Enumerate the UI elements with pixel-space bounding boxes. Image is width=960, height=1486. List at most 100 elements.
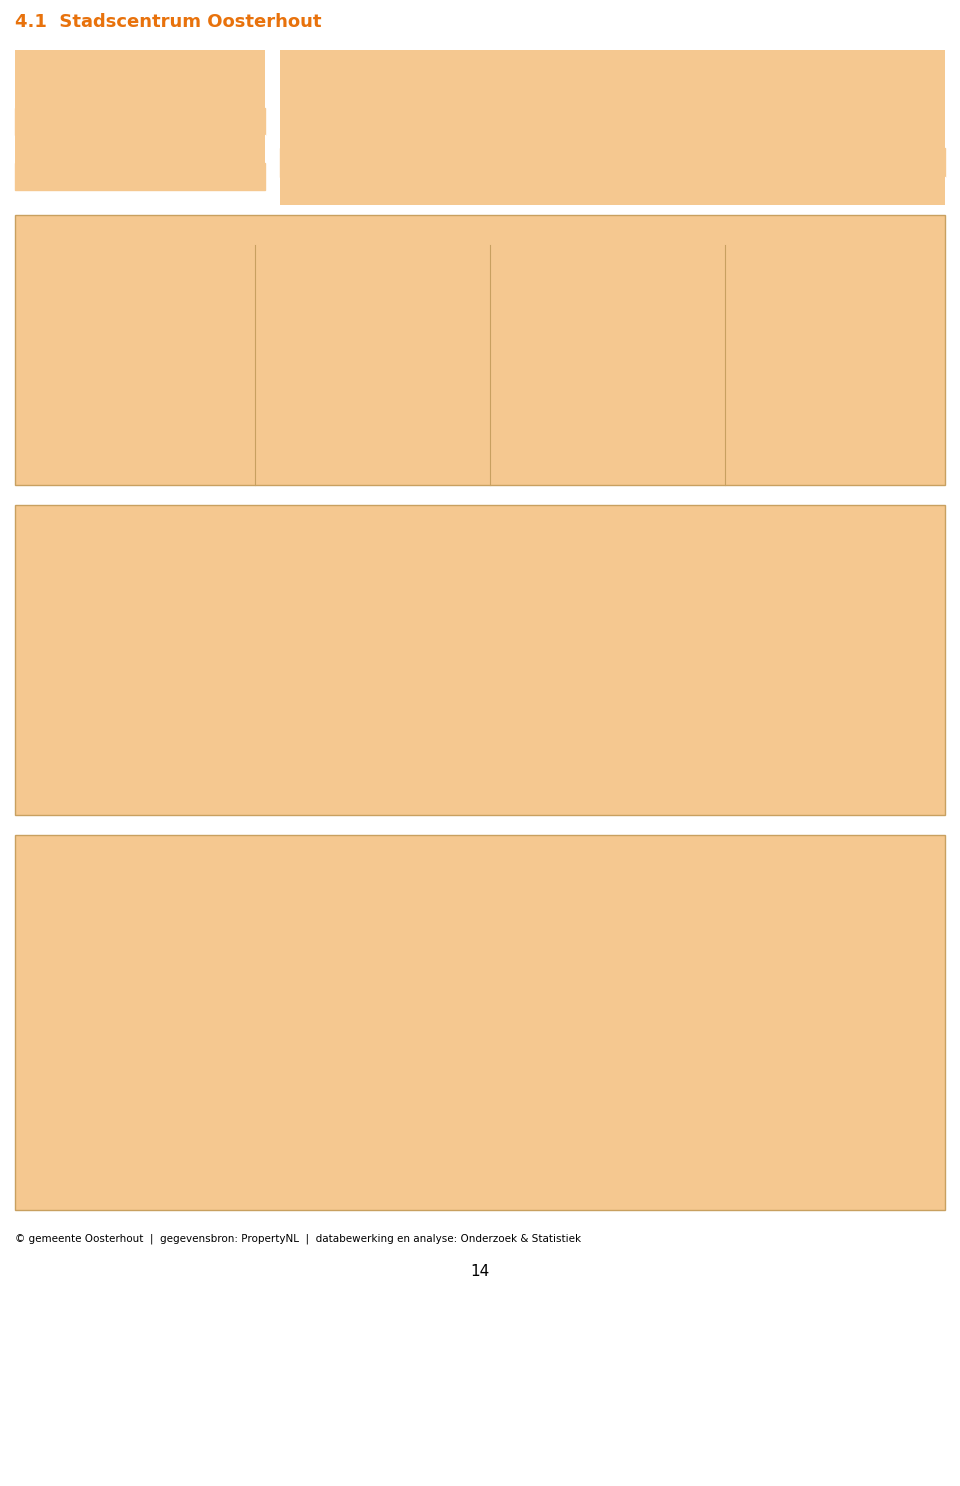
Text: Indicatoren (aandeel t.o.v. totaal in de gemeente Oosterhout):: Indicatoren (aandeel t.o.v. totaal in de…	[20, 224, 461, 238]
Bar	[280, 177, 945, 205]
Text: 0,0%: 0,0%	[509, 1109, 530, 1117]
Text: 4.1  Stadscentrum Oosterhout: 4.1 Stadscentrum Oosterhout	[15, 13, 322, 31]
Text: 3.352: 3.352	[684, 158, 715, 168]
Circle shape	[325, 306, 404, 385]
Text: Kengetallen Centrum:: Kengetallen Centrum:	[20, 59, 166, 73]
Text: 14: 14	[470, 1263, 490, 1278]
Text: 16,2%: 16,2%	[813, 158, 849, 168]
Text: 0: 0	[216, 730, 222, 739]
Text: 0: 0	[376, 730, 382, 739]
Wedge shape	[770, 273, 835, 345]
Bar	[15, 80, 265, 108]
Bar	[563, 725, 583, 740]
Text: 18,5%: 18,5%	[781, 1045, 790, 1071]
Bar	[280, 120, 945, 149]
Text: 0,0%: 0,0%	[348, 1109, 370, 1117]
Text: 4.625: 4.625	[684, 186, 715, 196]
Text: bedrijven: bedrijven	[104, 441, 156, 450]
Text: 0: 0	[708, 129, 715, 140]
Text: 76,9%: 76,9%	[855, 895, 864, 921]
Bar	[829, 1074, 850, 1120]
Text: Aandeel aanbod vastgoed-bebouwd in het Centrum ten opzichte van totaal in de gem: Aandeel aanbod vastgoed-bebouwd in het C…	[20, 844, 667, 857]
Text: Winkelruimte: Winkelruimte	[290, 186, 364, 196]
Text: 0,0%: 0,0%	[134, 1109, 156, 1117]
Text: 0,0%: 0,0%	[262, 1109, 283, 1117]
Text: 0,0%: 0,0%	[401, 1109, 422, 1117]
Text: 13,3%: 13,3%	[348, 407, 383, 418]
Text: 0: 0	[483, 730, 489, 739]
Legend: kantoorruimte, winkelruimte: kantoorruimte, winkelruimte	[76, 871, 207, 917]
Bar	[796, 716, 816, 740]
Text: 14,9%: 14,9%	[112, 407, 148, 418]
Bar	[743, 718, 763, 740]
Text: 0,0%: 0,0%	[242, 1109, 263, 1117]
Text: 0,0%: 0,0%	[155, 1109, 176, 1117]
Bar	[850, 716, 870, 740]
Bar	[689, 953, 709, 1120]
Text: 0: 0	[516, 730, 522, 739]
Bar	[689, 722, 709, 740]
Bar	[636, 901, 657, 1120]
Text: 0,0%: 0,0%	[369, 1109, 390, 1117]
Text: 65,5%: 65,5%	[695, 924, 704, 951]
Text: 3.544: 3.544	[835, 692, 844, 718]
Text: 2.923: 2.923	[695, 697, 704, 722]
Text: 16,5%: 16,5%	[568, 1049, 577, 1076]
Text: 16,2%: 16,2%	[888, 1051, 898, 1077]
Bar	[723, 719, 743, 740]
Text: Netto oppervlakte (m²): Netto oppervlakte (m²)	[22, 89, 151, 100]
Text: 0,0%: 0,0%	[475, 1109, 496, 1117]
Wedge shape	[130, 273, 188, 345]
Text: 0,0%: 0,0%	[82, 1109, 103, 1117]
Wedge shape	[528, 273, 672, 418]
Text: 29: 29	[243, 171, 257, 181]
Text: © gemeente Oosterhout  |  gegevensbron: PropertyNL  |  databewerking en analyse:: © gemeente Oosterhout | gegevensbron: Pr…	[15, 1233, 581, 1244]
Text: 3.705: 3.705	[749, 691, 757, 718]
Text: Aanbod vastgoed-bebouwd (te huur / te koop):: Aanbod vastgoed-bebouwd (te huur / te ko…	[287, 58, 597, 71]
Text: 0,0%: 0,0%	[188, 1109, 209, 1117]
Text: 19,7%: 19,7%	[675, 1042, 684, 1068]
Text: 0: 0	[89, 730, 95, 739]
Text: 0: 0	[537, 730, 542, 739]
Text: 0: 0	[142, 730, 148, 739]
Text: 0: 0	[569, 129, 576, 140]
Text: Dynamiek aanbod vastgoed-bebouwd in het Centrum:: Dynamiek aanbod vastgoed-bebouwd in het …	[20, 514, 399, 528]
Bar	[903, 713, 924, 740]
Text: 81,9%: 81,9%	[908, 883, 918, 909]
Text: Noot: * aandeel t.o.v. totaal m² in de gemeente Oosterhout: Noot: * aandeel t.o.v. totaal m² in de g…	[287, 192, 577, 202]
Bar	[15, 162, 265, 190]
Bar	[15, 135, 265, 162]
Bar	[563, 1077, 583, 1120]
Bar	[15, 108, 265, 135]
Text: 0: 0	[323, 730, 328, 739]
Text: 4.625: 4.625	[908, 687, 918, 712]
Text: 0: 0	[250, 730, 255, 739]
Bar	[743, 929, 763, 1120]
Bar	[615, 725, 636, 740]
Text: oppervlak (m²): oppervlak (m²)	[625, 94, 712, 104]
Wedge shape	[600, 273, 661, 345]
Text: 20: 20	[562, 186, 576, 196]
Text: 9: 9	[568, 158, 576, 168]
Text: 16,2%: 16,2%	[583, 407, 617, 418]
Text: 2.482: 2.482	[621, 698, 631, 725]
Text: aandeel *: aandeel *	[789, 94, 845, 104]
Text: 0,0%: 0,0%	[315, 1109, 336, 1117]
Bar	[669, 1070, 689, 1120]
Text: 0: 0	[463, 730, 468, 739]
Text: aantal objecten: aantal objecten	[480, 94, 572, 104]
Text: 0,0%: 0,0%	[295, 1109, 316, 1117]
Text: 81,9%: 81,9%	[817, 407, 852, 418]
Text: 0,0%: 0,0%	[455, 1109, 476, 1117]
Text: 0,0%: 0,0%	[102, 1109, 123, 1117]
Text: 0,0%: 0,0%	[821, 129, 849, 140]
Bar	[669, 722, 689, 740]
Text: 0: 0	[270, 730, 276, 739]
Wedge shape	[58, 273, 202, 418]
Text: 2.333: 2.333	[641, 700, 651, 725]
Text: 86,0%: 86,0%	[641, 872, 651, 899]
Bar	[882, 721, 903, 740]
Bar	[615, 1083, 636, 1120]
Circle shape	[561, 306, 639, 385]
Wedge shape	[293, 273, 437, 418]
